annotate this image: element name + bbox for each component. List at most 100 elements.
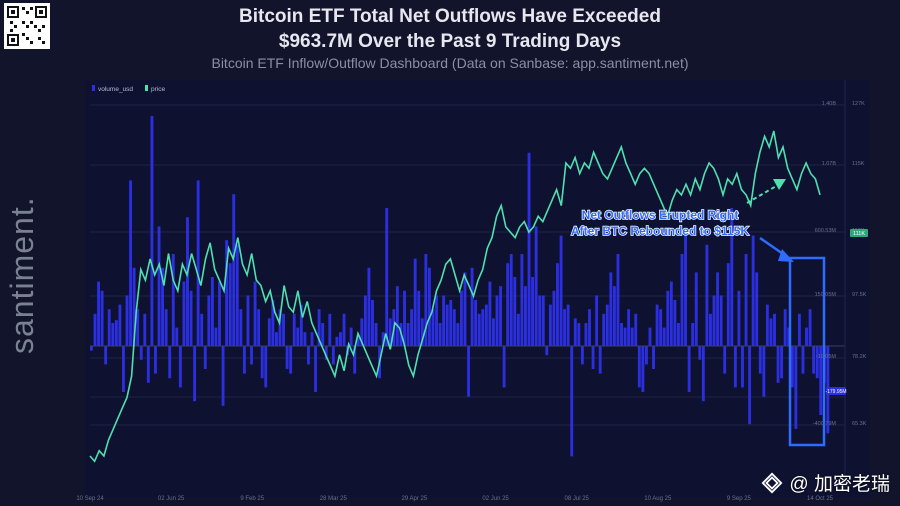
x-tick-label: 29 Apr 25 [402,496,428,502]
volume-bar [168,346,172,379]
volume-bar [790,346,794,388]
left-axis-tick-label: 1.07B [822,161,837,167]
volume-bar [310,332,314,346]
volume-bar [282,313,285,346]
x-tick-label: 02 Jun 25 [482,496,509,502]
annotation-arrow-head [778,249,794,262]
left-axis-tick-label: 1.40B [822,101,837,107]
annotation-line-2-stroke: After BTC Rebounded to $115K [571,224,749,238]
volume-bar [107,309,111,346]
volume-bar [488,281,492,346]
volume-bar [410,309,414,346]
volume-bar [449,300,453,346]
volume-bar [371,300,374,346]
volume-bar [207,295,211,346]
volume-bar [780,346,784,379]
volume-bar [662,327,666,346]
volume-bar [648,327,652,346]
volume-bar [573,318,577,346]
volume-bar [125,295,129,346]
volume-bar [285,346,289,369]
right-axis-tick-label: 97.5K [852,292,867,298]
volume-bar [701,346,705,402]
volume-bar [374,323,378,346]
volume-bar [566,304,570,346]
legend-label-volume: volume_usd [98,86,133,93]
volume-bar [178,346,182,388]
volume-bar [669,281,673,346]
volume-bar [723,346,727,374]
volume-bar [584,323,588,346]
volume-bar [609,272,613,346]
volume-bar [580,346,584,365]
volume-bar [307,346,310,365]
volume-bar [90,346,93,351]
volume-bar [627,309,631,346]
volume-bar [438,323,442,346]
volume-bar [97,281,100,346]
volume-bar [214,327,218,346]
volume-bar [431,309,435,346]
volume-bar [114,320,118,346]
volume-bar [570,346,574,457]
volume-bar [741,346,744,388]
legend-label-price: price [151,86,165,93]
price-line [89,130,821,463]
chart-background [85,80,870,498]
volume-bar [737,290,741,346]
volume-bar [762,346,766,397]
diamond-logo-icon [761,472,783,493]
volume-bar [794,346,798,429]
volume-bar [203,346,207,369]
volume-bar [360,318,364,346]
volume-bar [314,346,317,392]
volume-bar [132,267,136,346]
volume-bar [719,295,723,346]
volume-bar [620,323,623,346]
volume-bar [776,346,780,383]
annotation-line-1-stroke: Net Outflows Erupted Right [582,208,739,222]
volume-bar [716,272,720,346]
volume-bar [218,281,221,346]
volume-bar [591,346,595,369]
volume-bar [264,346,268,388]
volume-bar [157,226,161,346]
volume-bar [417,290,421,346]
volume-bar [253,281,257,346]
volume-bar [321,323,325,346]
volume-bar [548,304,552,346]
volume-badge-label: -179.95M [825,389,846,395]
volume-bar [534,226,538,346]
volume-bar [296,327,300,346]
volume-bar [744,254,748,346]
volume-bar [726,263,730,346]
left-axis-tick-label: 600.53M [815,228,837,234]
volume-bar [452,309,456,346]
footer-brand-label: @ 加密老瑞 [789,474,890,495]
volume-bar [385,208,389,346]
volume-bar [154,346,157,374]
volume-bar [221,346,225,406]
volume-bar [93,313,97,346]
volume-bar [317,309,321,346]
volume-bar [189,290,193,346]
volume-bar [460,290,463,346]
volume-bar [645,346,648,365]
volume-bar [556,263,559,346]
volume-bar [513,277,517,346]
outflow-highlight-box [788,256,826,447]
qr-code-graphic [4,3,50,49]
volume-bar [267,318,271,346]
volume-bar [139,346,143,360]
volume-bar [509,254,513,346]
volume-bar [150,116,154,346]
volume-bar [122,346,125,392]
volume-bar [531,277,535,346]
volume-bar [758,346,762,374]
volume-bar [477,313,481,346]
volume-bar [577,323,581,346]
price-badge [850,229,868,237]
volume-bar [442,295,446,346]
volume-bar [502,346,506,388]
